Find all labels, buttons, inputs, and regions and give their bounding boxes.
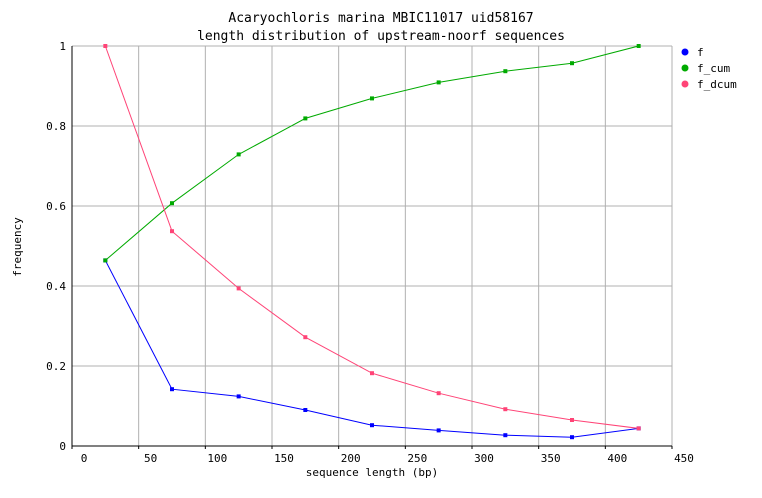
data-point-f_cum (370, 96, 374, 101)
data-point-f_dcum (370, 371, 374, 376)
y-tick-label: 0.2 (46, 360, 66, 373)
series-line-f (104, 260, 639, 438)
y-tick-label: 0 (59, 440, 66, 453)
x-tick-label: 400 (607, 452, 627, 465)
series-line-f_cum (105, 45, 639, 261)
y-tick-label: 0.6 (46, 200, 66, 213)
data-point-f_dcum (570, 418, 574, 422)
legend-marker-f (681, 48, 689, 56)
data-point-f (170, 387, 174, 392)
data-point-f_cum (503, 69, 508, 74)
legend-label-f_dcum: f_dcum (697, 78, 737, 91)
data-point-f_cum (570, 61, 574, 66)
data-point-f (570, 435, 574, 440)
x-tick-label: 250 (407, 452, 427, 465)
data-point-f_dcum (303, 335, 308, 340)
data-point-f (236, 394, 241, 399)
grid (72, 45, 673, 446)
series-line-f_dcum (104, 45, 639, 429)
data-point-f_cum (170, 201, 174, 206)
x-tick-label: 100 (207, 452, 227, 465)
data-point-f_dcum (236, 286, 241, 291)
y-tick-label: 1 (59, 40, 66, 53)
y-tick-label: 0.8 (46, 120, 66, 133)
data-point-f_dcum (436, 391, 441, 396)
x-tick-label: 50 (144, 452, 157, 465)
y-axis-label: frequency (11, 217, 24, 277)
data-point-f_cum (303, 116, 308, 121)
data-point-f (370, 423, 374, 428)
data-point-f (503, 433, 508, 438)
legend-marker-f_dcum (681, 80, 689, 88)
legend-label-f_cum: f_cum (697, 62, 730, 75)
x-tick-label: 450 (674, 452, 694, 465)
data-point-f_dcum (503, 407, 508, 412)
x-tick-label: 200 (341, 452, 361, 465)
chart-title: Acaryochloris marina MBIC11017 uid58167 (228, 11, 533, 26)
axes: 0 50 100 150 200 250 300 350 400 450 0 0.2 0.4 0.6 0.8… (46, 40, 694, 465)
data-point-f_cum (103, 258, 108, 263)
data-point-f_dcum (636, 426, 641, 431)
x-axis-label: sequence length (bp) (306, 466, 438, 479)
x-tick-label: 300 (474, 452, 494, 465)
data-point-f (436, 428, 441, 433)
legend-label-f: f (697, 46, 704, 59)
data-point-f_dcum (103, 44, 108, 48)
x-tick-label: 350 (541, 452, 561, 465)
data-point-f_cum (436, 80, 441, 85)
data-point-f_cum (236, 152, 241, 157)
data-point-f (303, 408, 308, 412)
x-tick-label: 0 (81, 452, 88, 465)
chart-subtitle: length distribution of upstream-noorf se… (197, 29, 565, 44)
x-tick-label: 150 (274, 452, 294, 465)
data-point-f_dcum (170, 229, 174, 234)
data-point-f_cum (636, 44, 641, 48)
y-tick-label: 0.4 (46, 280, 66, 293)
series-group (103, 44, 641, 440)
legend: f f_cum f_dcum (681, 46, 737, 91)
legend-marker-f_cum (681, 64, 689, 72)
